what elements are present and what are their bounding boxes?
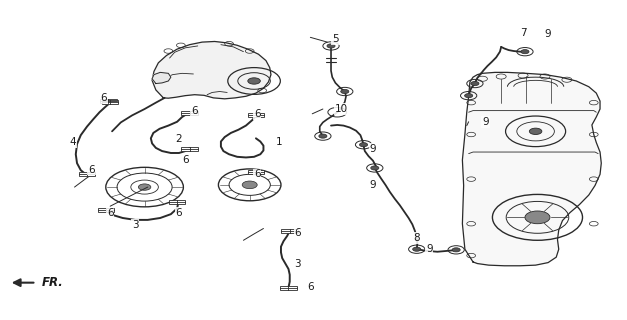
Circle shape bbox=[359, 143, 367, 147]
Circle shape bbox=[327, 44, 335, 48]
Bar bbox=[248, 170, 264, 174]
Circle shape bbox=[521, 50, 529, 54]
Circle shape bbox=[242, 181, 257, 189]
Bar bbox=[100, 99, 117, 103]
Text: 6: 6 bbox=[88, 164, 95, 174]
Text: 9: 9 bbox=[370, 144, 376, 154]
Text: 6: 6 bbox=[254, 109, 260, 119]
Text: 9: 9 bbox=[426, 244, 433, 254]
Bar bbox=[98, 208, 114, 212]
Text: 3: 3 bbox=[295, 259, 301, 268]
Text: 6: 6 bbox=[182, 155, 189, 165]
Bar bbox=[169, 200, 186, 204]
Text: 6: 6 bbox=[254, 169, 260, 179]
Bar bbox=[181, 147, 198, 151]
Text: FR.: FR. bbox=[41, 276, 63, 289]
Bar bbox=[102, 100, 119, 104]
Circle shape bbox=[452, 248, 460, 252]
Polygon shape bbox=[462, 72, 601, 266]
Bar bbox=[181, 111, 198, 115]
Text: 6: 6 bbox=[100, 93, 107, 103]
Text: 9: 9 bbox=[482, 117, 489, 127]
Circle shape bbox=[465, 93, 473, 98]
Text: 7: 7 bbox=[520, 28, 527, 37]
Text: 1: 1 bbox=[276, 138, 282, 148]
Text: 6: 6 bbox=[295, 228, 301, 238]
Text: 10: 10 bbox=[335, 104, 348, 114]
Text: 8: 8 bbox=[413, 233, 420, 243]
Bar bbox=[79, 172, 95, 176]
Polygon shape bbox=[152, 42, 271, 99]
Text: 6: 6 bbox=[176, 208, 182, 218]
Text: 6: 6 bbox=[191, 106, 198, 116]
Circle shape bbox=[371, 166, 379, 170]
Text: 4: 4 bbox=[70, 138, 76, 148]
Circle shape bbox=[525, 211, 550, 224]
Bar bbox=[280, 286, 297, 290]
Circle shape bbox=[471, 82, 479, 86]
Text: 9: 9 bbox=[370, 180, 376, 190]
Circle shape bbox=[319, 134, 327, 138]
Text: 6: 6 bbox=[307, 283, 314, 292]
Bar bbox=[282, 228, 298, 233]
Circle shape bbox=[529, 128, 542, 134]
Circle shape bbox=[139, 184, 151, 190]
Text: 3: 3 bbox=[132, 220, 139, 230]
Text: 5: 5 bbox=[332, 34, 339, 44]
Circle shape bbox=[248, 78, 260, 84]
Bar bbox=[248, 113, 264, 117]
Text: 9: 9 bbox=[545, 29, 551, 39]
Circle shape bbox=[413, 247, 421, 251]
Polygon shape bbox=[152, 72, 171, 84]
Text: 2: 2 bbox=[176, 134, 182, 144]
Text: 6: 6 bbox=[107, 208, 113, 218]
Circle shape bbox=[340, 89, 349, 93]
